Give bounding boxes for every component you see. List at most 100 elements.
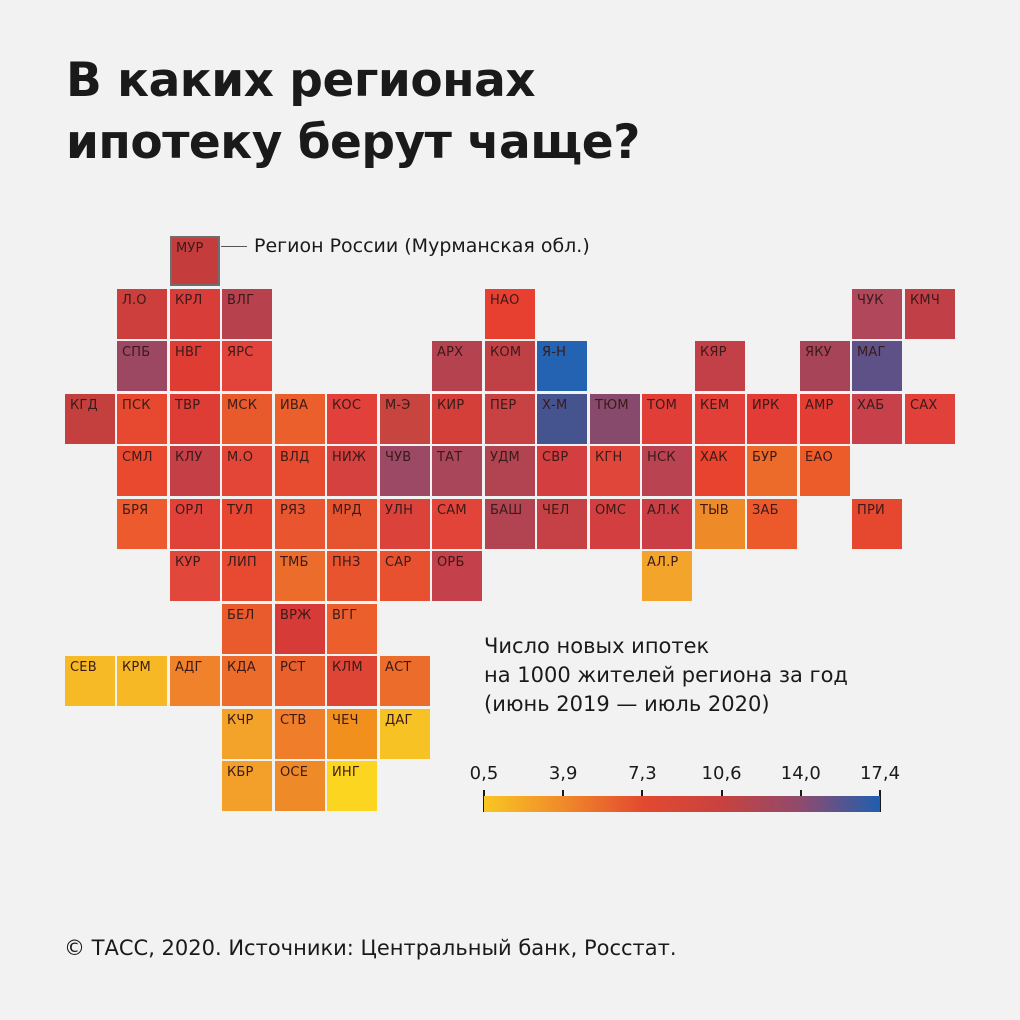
region-code-label: НВГ xyxy=(175,345,203,360)
region-tile-КЛМ: КЛМ xyxy=(327,656,377,706)
region-tile-МУР: МУР xyxy=(170,236,220,286)
region-code-label: ХАБ xyxy=(857,398,885,413)
region-code-label: АСТ xyxy=(385,660,412,675)
region-tile-ЕАО: ЕАО xyxy=(800,446,850,496)
region-tile-Я-Н: Я-Н xyxy=(537,341,587,391)
region-code-label: Х-М xyxy=(542,398,568,413)
region-tile-ТМБ: ТМБ xyxy=(275,551,325,601)
region-code-label: Л.О xyxy=(122,293,147,308)
legend-title-line-3: (июнь 2019 — июль 2020) xyxy=(484,692,770,716)
region-code-label: ДАГ xyxy=(385,713,413,728)
region-code-label: СПБ xyxy=(122,345,151,360)
region-tile-КЕМ: КЕМ xyxy=(695,394,745,444)
region-tile-НСК: НСК xyxy=(642,446,692,496)
region-tile-СПБ: СПБ xyxy=(117,341,167,391)
legend-tick-label: 14,0 xyxy=(780,763,821,784)
region-code-label: КИР xyxy=(437,398,465,413)
region-code-label: УДМ xyxy=(490,450,520,465)
legend-title-line-1: Число новых ипотек xyxy=(484,634,710,658)
region-code-label: СМЛ xyxy=(122,450,153,465)
legend-tick-label: 0,5 xyxy=(469,763,499,784)
region-tile-КРМ: КРМ xyxy=(117,656,167,706)
region-code-label: КЧР xyxy=(227,713,254,728)
region-code-label: МАГ xyxy=(857,345,886,360)
region-tile-КЧР: КЧР xyxy=(222,709,272,759)
region-code-label: КДА xyxy=(227,660,256,675)
region-tile-РСТ: РСТ xyxy=(275,656,325,706)
region-tile-ИНГ: ИНГ xyxy=(327,761,377,811)
region-tile-НИЖ: НИЖ xyxy=(327,446,377,496)
region-tile-АЛ.Р: АЛ.Р xyxy=(642,551,692,601)
region-tile-Х-М: Х-М xyxy=(537,394,587,444)
region-code-label: ОРБ xyxy=(437,555,465,570)
region-tile-УДМ: УДМ xyxy=(485,446,535,496)
region-tile-КЛУ: КЛУ xyxy=(170,446,220,496)
region-tile-М-Э: М-Э xyxy=(380,394,430,444)
region-code-label: ВЛГ xyxy=(227,293,255,308)
source-footer: © ТАСС, 2020. Источники: Центральный бан… xyxy=(64,936,677,960)
region-code-label: НСК xyxy=(647,450,676,465)
region-code-label: КЛУ xyxy=(175,450,203,465)
region-code-label: ЧУВ xyxy=(385,450,412,465)
region-code-label: МРД xyxy=(332,503,362,518)
region-code-label: СВР xyxy=(542,450,569,465)
region-tile-КИР: КИР xyxy=(432,394,482,444)
region-tile-БАШ: БАШ xyxy=(485,499,535,549)
region-tile-ИВА: ИВА xyxy=(275,394,325,444)
region-code-label: КЕМ xyxy=(700,398,730,413)
region-code-label: КРЛ xyxy=(175,293,203,308)
region-code-label: КОМ xyxy=(490,345,522,360)
region-tile-АСТ: АСТ xyxy=(380,656,430,706)
region-tile-ПНЗ: ПНЗ xyxy=(327,551,377,601)
region-tile-ЧУВ: ЧУВ xyxy=(380,446,430,496)
region-code-label: БУР xyxy=(752,450,778,465)
region-tile-ЗАБ: ЗАБ xyxy=(747,499,797,549)
region-code-label: ОМС xyxy=(595,503,627,518)
region-code-label: ТОМ xyxy=(647,398,677,413)
region-tile-РЯЗ: РЯЗ xyxy=(275,499,325,549)
region-code-label: АЛ.К xyxy=(647,503,680,518)
region-tile-СВР: СВР xyxy=(537,446,587,496)
page-title: В каких регионах ипотеку берут чаще? xyxy=(66,50,966,174)
region-tile-ПЕР: ПЕР xyxy=(485,394,535,444)
region-code-label: АДГ xyxy=(175,660,203,675)
region-tile-КГН: КГН xyxy=(590,446,640,496)
region-code-label: ПРИ xyxy=(857,503,885,518)
region-code-label: ЧЕЛ xyxy=(542,503,570,518)
region-code-label: ЧУК xyxy=(857,293,884,308)
region-tile-ОСЕ: ОСЕ xyxy=(275,761,325,811)
region-tile-ВГГ: ВГГ xyxy=(327,604,377,654)
region-code-label: ХАК xyxy=(700,450,728,465)
region-code-label: СТВ xyxy=(280,713,307,728)
region-code-label: ПНЗ xyxy=(332,555,361,570)
region-code-label: ОСЕ xyxy=(280,765,309,780)
region-tile-ТУЛ: ТУЛ xyxy=(222,499,272,549)
region-tile-КДА: КДА xyxy=(222,656,272,706)
region-code-label: САР xyxy=(385,555,412,570)
region-code-label: КОС xyxy=(332,398,362,413)
region-tile-ОРЛ: ОРЛ xyxy=(170,499,220,549)
region-code-label: ПЕР xyxy=(490,398,517,413)
region-code-label: ЕАО xyxy=(805,450,833,465)
region-tile-ПРИ: ПРИ xyxy=(852,499,902,549)
region-code-label: КМЧ xyxy=(910,293,940,308)
callout-label: Регион России (Мурманская обл.) xyxy=(254,235,590,257)
region-tile-Л.О: Л.О xyxy=(117,289,167,339)
region-code-label: БЕЛ xyxy=(227,608,255,623)
region-tile-ЧЕЛ: ЧЕЛ xyxy=(537,499,587,549)
legend-color-bar xyxy=(484,796,880,812)
region-tile-ТАТ: ТАТ xyxy=(432,446,482,496)
region-code-label: НИЖ xyxy=(332,450,367,465)
region-tile-ХАК: ХАК xyxy=(695,446,745,496)
legend-tick-mark xyxy=(879,790,881,812)
region-tile-КОС: КОС xyxy=(327,394,377,444)
region-code-label: ИВА xyxy=(280,398,309,413)
region-tile-ВРЖ: ВРЖ xyxy=(275,604,325,654)
region-tile-САМ: САМ xyxy=(432,499,482,549)
region-code-label: ПСК xyxy=(122,398,151,413)
region-tile-СТВ: СТВ xyxy=(275,709,325,759)
region-tile-МАГ: МАГ xyxy=(852,341,902,391)
region-tile-ВЛД: ВЛД xyxy=(275,446,325,496)
region-tile-ИРК: ИРК xyxy=(747,394,797,444)
region-code-label: КЛМ xyxy=(332,660,363,675)
